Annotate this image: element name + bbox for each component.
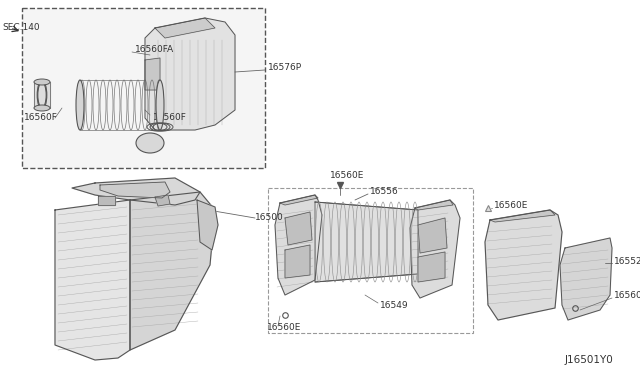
Text: 16556: 16556 bbox=[370, 187, 399, 196]
Polygon shape bbox=[285, 245, 310, 278]
Polygon shape bbox=[275, 195, 322, 295]
Polygon shape bbox=[285, 212, 312, 245]
Polygon shape bbox=[55, 200, 130, 360]
Polygon shape bbox=[418, 218, 447, 253]
Text: 16560E: 16560E bbox=[494, 201, 529, 209]
Polygon shape bbox=[490, 210, 555, 222]
Polygon shape bbox=[197, 200, 218, 250]
Text: J16501Y0: J16501Y0 bbox=[565, 355, 614, 365]
Text: 16560FA: 16560FA bbox=[135, 45, 174, 55]
Text: 16560E: 16560E bbox=[330, 170, 364, 180]
Text: 16560E: 16560E bbox=[614, 292, 640, 301]
Polygon shape bbox=[315, 202, 418, 282]
Bar bbox=[268, 188, 473, 333]
Polygon shape bbox=[145, 18, 235, 130]
Ellipse shape bbox=[34, 105, 50, 111]
Polygon shape bbox=[34, 82, 50, 108]
Text: 16552: 16552 bbox=[614, 257, 640, 266]
Text: 16576P: 16576P bbox=[268, 64, 302, 73]
Polygon shape bbox=[280, 195, 318, 205]
Polygon shape bbox=[415, 200, 453, 210]
Polygon shape bbox=[145, 58, 160, 90]
Polygon shape bbox=[155, 18, 215, 38]
Ellipse shape bbox=[136, 133, 164, 153]
Ellipse shape bbox=[156, 80, 164, 130]
Ellipse shape bbox=[34, 79, 50, 85]
Text: 16549: 16549 bbox=[380, 301, 408, 310]
Polygon shape bbox=[98, 196, 115, 205]
Polygon shape bbox=[100, 182, 170, 198]
Text: 16500: 16500 bbox=[255, 214, 284, 222]
Polygon shape bbox=[418, 252, 445, 282]
Polygon shape bbox=[72, 178, 200, 205]
Ellipse shape bbox=[76, 80, 84, 130]
Polygon shape bbox=[560, 238, 612, 320]
Text: 16560F: 16560F bbox=[153, 113, 187, 122]
Polygon shape bbox=[410, 200, 460, 298]
Polygon shape bbox=[485, 210, 562, 320]
Text: 16560F: 16560F bbox=[24, 113, 58, 122]
Polygon shape bbox=[155, 195, 170, 206]
Text: SEC.140: SEC.140 bbox=[2, 23, 40, 32]
Polygon shape bbox=[130, 192, 215, 350]
Bar bbox=[22, 8, 265, 168]
Text: 16560E: 16560E bbox=[267, 324, 301, 333]
